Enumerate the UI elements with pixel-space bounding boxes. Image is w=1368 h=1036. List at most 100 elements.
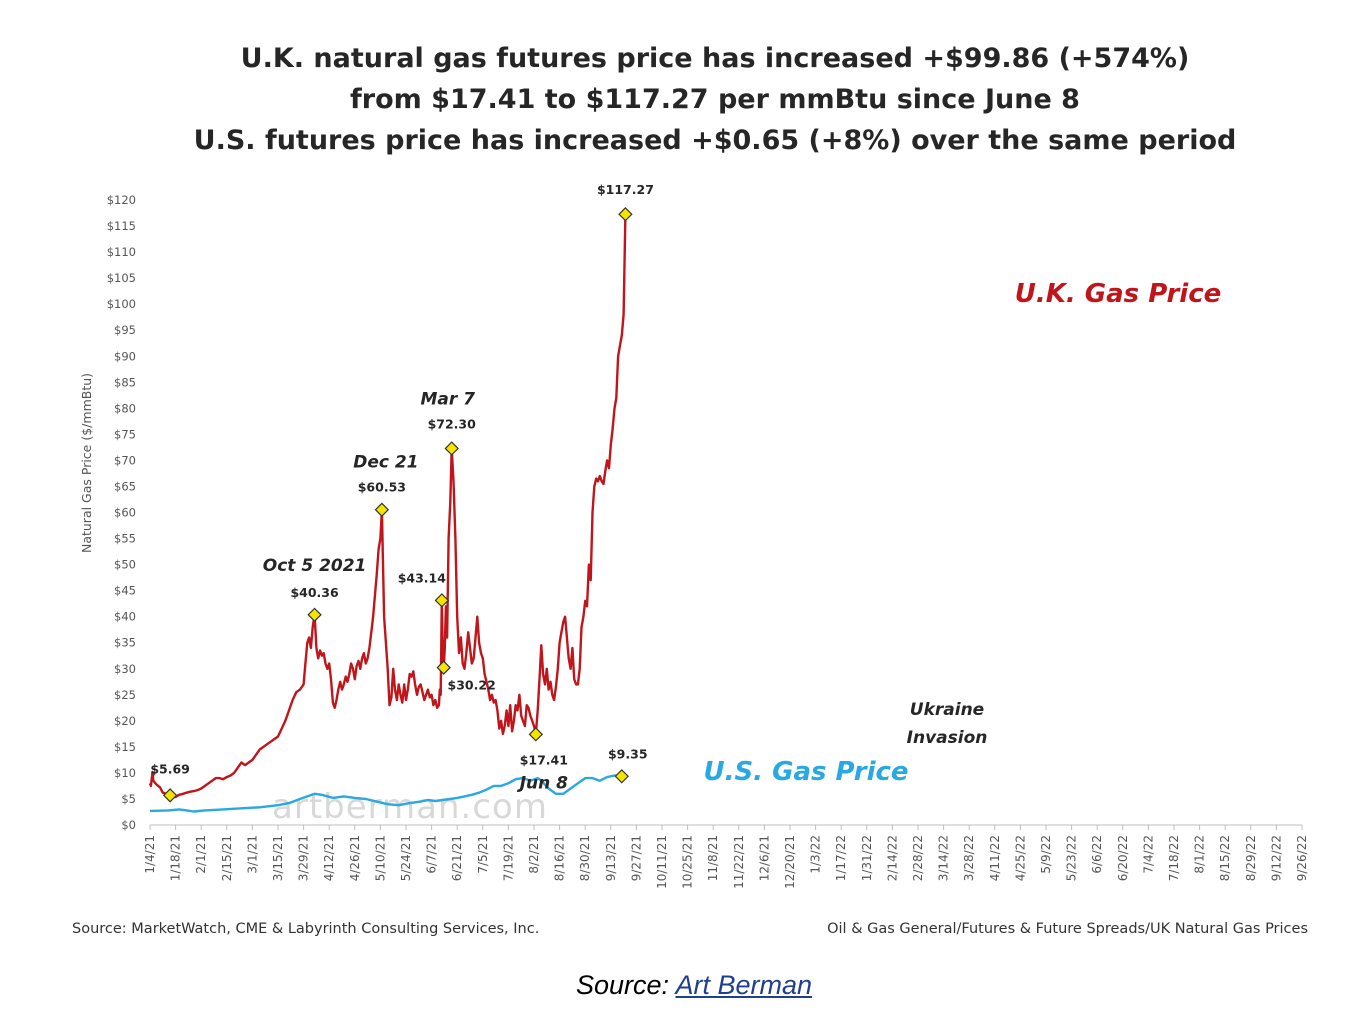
art-berman-link[interactable]: Art Berman	[675, 970, 813, 1000]
annotation-value-label: $43.14	[398, 570, 447, 585]
uk-gas-price-line	[148, 214, 627, 799]
y-tick-label: $110	[107, 245, 136, 259]
annotation-note: Jun 8	[517, 773, 568, 793]
y-axis-title: Natural Gas Price ($/mmBtu)	[79, 373, 94, 553]
x-tick-label: 10/11/21	[655, 835, 669, 889]
x-tick-label: 6/6/22	[1090, 835, 1104, 874]
x-tick-label: 2/1/21	[194, 835, 208, 874]
y-tick-label: $100	[107, 297, 136, 311]
y-tick-label: $60	[114, 506, 136, 520]
annotation-value-label: $17.41	[520, 752, 568, 767]
x-tick-label: 11/22/21	[732, 835, 746, 889]
x-tick-label: 8/29/22	[1244, 835, 1258, 881]
x-tick-label: 7/19/21	[501, 835, 515, 881]
data-source-note: Source: MarketWatch, CME & Labyrinth Con…	[72, 921, 540, 937]
y-tick-label: $20	[114, 714, 136, 728]
y-tick-label: $45	[114, 584, 136, 598]
annotation-marker	[444, 441, 459, 456]
x-tick-label: 5/23/22	[1065, 835, 1079, 881]
x-tick-label: 1/17/22	[834, 835, 848, 881]
x-tick-label: 8/16/21	[553, 835, 567, 881]
annotation-marker	[307, 607, 322, 623]
y-tick-label: $35	[114, 636, 136, 650]
x-tick-label: 3/1/21	[245, 835, 259, 874]
x-tick-label: 3/29/21	[297, 835, 311, 881]
y-tick-label: $15	[114, 740, 136, 754]
y-tick-label: $95	[114, 323, 136, 337]
chart-title-block: U.K. natural gas futures price has incre…	[0, 38, 1368, 161]
y-tick-label: $10	[114, 766, 136, 780]
chart-title-line-3: U.S. futures price has increased +$0.65 …	[193, 125, 1237, 156]
x-tick-label: 1/31/22	[860, 835, 874, 881]
x-tick-label: 5/10/21	[373, 835, 387, 881]
annotation-marker	[374, 502, 390, 517]
y-tick-label: $115	[107, 219, 136, 233]
y-tick-label: $55	[114, 532, 136, 546]
x-tick-label: 7/5/21	[476, 835, 490, 874]
x-tick-label: 6/7/21	[425, 835, 439, 874]
ukraine-note-line-2: Invasion	[907, 728, 988, 748]
annotation-value-label: $40.36	[290, 585, 339, 600]
x-tick-label: 4/25/22	[1013, 835, 1027, 881]
x-tick-label: 3/14/22	[937, 835, 951, 881]
x-tick-label: 9/26/22	[1295, 835, 1309, 881]
x-tick-label: 8/15/22	[1218, 835, 1232, 881]
annotation-value-label: $5.69	[150, 761, 190, 776]
annotation-note: Oct 5 2021	[263, 556, 367, 576]
x-tick-label: 8/2/21	[527, 835, 541, 874]
y-tick-label: $65	[114, 479, 136, 493]
x-tick-label: 8/30/21	[578, 835, 592, 881]
x-tick-label: 4/11/22	[988, 835, 1002, 881]
annotation-marker	[162, 788, 178, 803]
y-tick-label: $120	[107, 193, 136, 207]
annotation-marker	[434, 593, 450, 608]
us-gas-price-line	[149, 774, 622, 813]
annotation-value-label: $30.22	[448, 678, 496, 693]
y-tick-label: $75	[114, 427, 136, 441]
x-tick-label: 2/14/22	[885, 835, 899, 881]
annotation-marker	[614, 769, 629, 784]
annotation-marker	[528, 727, 544, 742]
x-tick-label: 7/4/22	[1141, 835, 1155, 874]
y-tick-label: $40	[114, 610, 136, 624]
x-tick-label: 1/4/21	[143, 835, 157, 874]
y-tick-label: $105	[107, 271, 136, 285]
x-tick-label: 7/18/22	[1167, 835, 1181, 881]
x-tick-label: 6/20/22	[1116, 835, 1130, 881]
x-tick-label: 12/6/21	[757, 835, 771, 881]
gas-price-chart: artberman.com$0$5$10$15$20$25$30$35$40$4…	[79, 182, 1309, 889]
y-tick-label: $5	[121, 792, 136, 806]
x-tick-label: 4/12/21	[322, 835, 336, 881]
annotation-marker	[618, 207, 633, 222]
annotation-note: Dec 21	[353, 453, 418, 473]
x-tick-label: 3/15/21	[271, 835, 285, 881]
y-tick-label: $90	[114, 349, 136, 363]
x-tick-label: 3/28/22	[962, 835, 976, 881]
x-tick-label: 1/18/21	[169, 835, 183, 881]
x-tick-label: 4/26/21	[348, 835, 362, 881]
x-tick-label: 12/20/21	[783, 835, 797, 889]
x-tick-label: 5/9/22	[1039, 835, 1053, 874]
chart-title-line-2: from $17.41 to $117.27 per mmBtu since J…	[350, 84, 1080, 115]
annotation-value-label: $72.30	[428, 416, 477, 431]
y-tick-label: $0	[121, 818, 136, 832]
annotation-marker	[436, 660, 451, 675]
annotation-value-label: $117.27	[597, 182, 654, 197]
x-tick-label: 2/28/22	[911, 835, 925, 881]
image-caption: Source: Art Berman	[0, 970, 1368, 1001]
y-tick-label: $25	[114, 688, 136, 702]
x-tick-label: 9/13/21	[604, 835, 618, 881]
y-tick-label: $70	[114, 453, 136, 467]
y-tick-label: $80	[114, 401, 136, 415]
x-tick-label: 11/8/21	[706, 835, 720, 881]
caption-prefix: Source:	[575, 970, 669, 1000]
x-tick-label: 10/25/21	[681, 835, 695, 889]
x-tick-label: 8/1/22	[1193, 835, 1207, 874]
x-tick-label: 6/21/21	[450, 835, 464, 881]
x-tick-label: 9/12/22	[1269, 835, 1283, 881]
x-tick-label: 1/3/22	[809, 835, 823, 874]
annotation-value-label: $9.35	[608, 746, 648, 761]
x-tick-label: 2/15/21	[220, 835, 234, 881]
x-tick-label: 5/24/21	[399, 835, 413, 881]
us-series-label: U.S. Gas Price	[703, 757, 908, 787]
